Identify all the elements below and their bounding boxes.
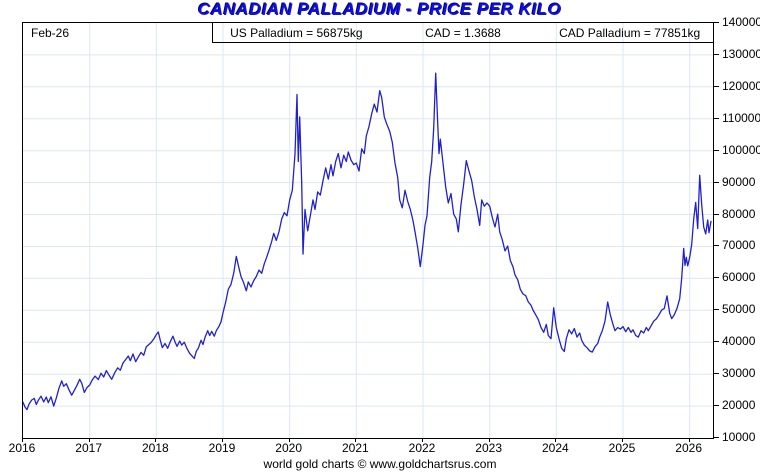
chart-title: CANADIAN PALLADIUM - PRICE PER KILO	[198, 0, 562, 19]
x-tick-label: 2026	[675, 441, 702, 455]
y-tick	[713, 245, 719, 247]
y-tick	[713, 277, 719, 279]
x-tick-label: 2022	[408, 441, 436, 455]
y-tick-label: 30000	[722, 366, 756, 381]
y-tick	[713, 117, 719, 119]
y-tick-label: 120000	[722, 78, 760, 93]
y-tick-label: 110000	[722, 110, 760, 125]
y-tick-label: 60000	[722, 270, 756, 285]
x-tick-label: 2017	[75, 441, 102, 455]
y-tick	[713, 149, 719, 151]
y-tick	[713, 22, 719, 23]
x-tick-label: 2020	[275, 441, 302, 455]
y-tick	[713, 373, 719, 375]
price-line	[23, 72, 712, 411]
cad-palladium-value: CAD Palladium = 77851kg	[559, 25, 701, 40]
x-tick	[355, 438, 357, 442]
y-tick	[713, 437, 719, 438]
y-tick	[713, 341, 719, 343]
x-tick	[88, 438, 90, 442]
current-date-label: Feb-26	[31, 26, 70, 40]
x-tick	[422, 438, 423, 442]
y-tick	[713, 213, 719, 215]
x-tick	[688, 438, 690, 442]
cad-exchange-rate: CAD = 1.3688	[425, 25, 501, 40]
y-tick	[713, 405, 719, 407]
y-tick-label: 10000	[722, 430, 756, 444]
x-tick	[22, 438, 23, 442]
x-tick	[488, 438, 490, 442]
plot-area: Feb-26 US Palladium = 56875kg CAD = 1.36…	[22, 22, 714, 439]
y-tick-label: 50000	[722, 302, 756, 317]
y-tick-label: 130000	[722, 46, 760, 61]
info-header-box: US Palladium = 56875kg CAD = 1.3688 CAD …	[212, 23, 713, 43]
y-tick-label: 140000	[722, 15, 760, 29]
x-tick-label: 2021	[341, 441, 369, 455]
y-tick-label: 70000	[722, 238, 756, 253]
x-tick	[622, 438, 623, 442]
x-tick	[222, 438, 223, 442]
x-tick-label: 2018	[141, 441, 169, 455]
x-tick	[555, 438, 557, 442]
x-tick-label: 2019	[208, 441, 236, 455]
y-tick	[713, 181, 719, 183]
x-tick-label: 2025	[608, 441, 636, 455]
y-tick-label: 80000	[722, 206, 756, 221]
y-tick	[713, 309, 719, 311]
x-tick-label: 2024	[541, 441, 569, 455]
x-tick	[288, 438, 290, 442]
price-line-chart	[23, 23, 713, 438]
x-tick	[155, 438, 157, 442]
x-tick-label: 2023	[475, 441, 502, 455]
y-tick	[713, 53, 719, 55]
us-palladium-value: US Palladium = 56875kg	[230, 25, 363, 40]
y-tick-label: 40000	[722, 334, 756, 349]
y-tick	[713, 85, 719, 87]
y-tick-label: 100000	[722, 142, 760, 157]
y-tick-label: 90000	[722, 174, 756, 189]
x-tick-label: 2016	[8, 441, 36, 455]
y-tick-label: 20000	[722, 398, 756, 413]
copyright-footer: world gold charts © www.goldchartsrus.co…	[263, 457, 497, 471]
